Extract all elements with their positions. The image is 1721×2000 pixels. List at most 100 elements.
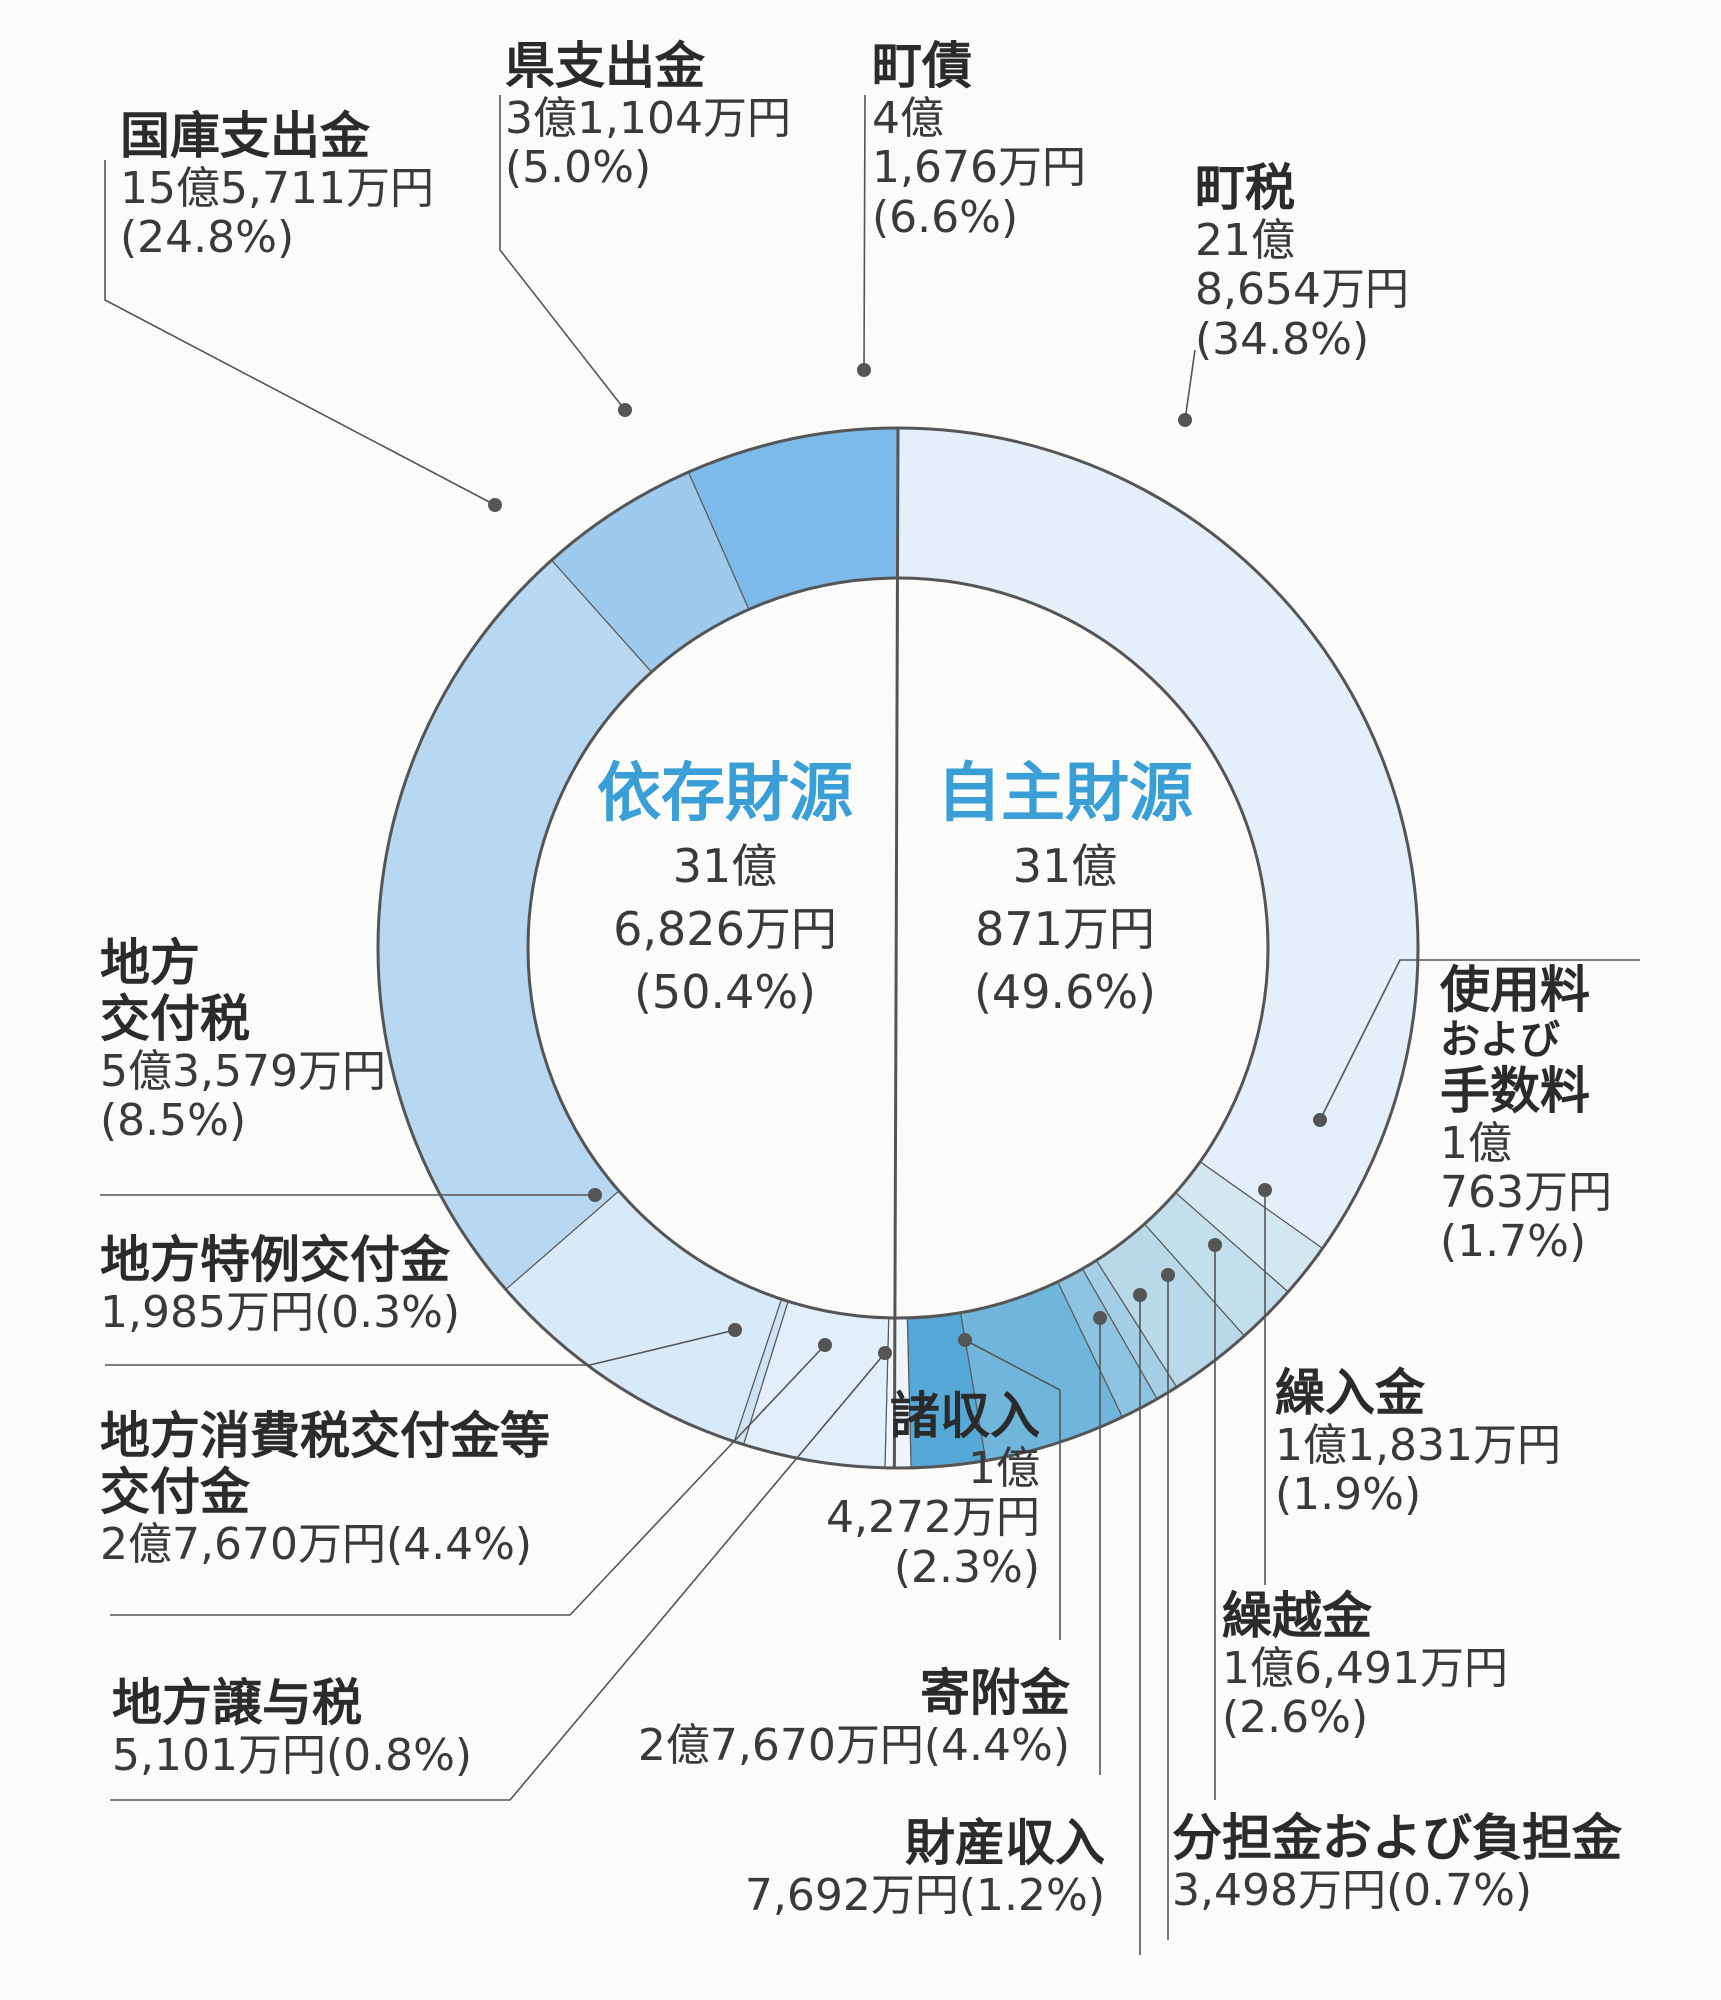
leader-dot-1 [1313, 1113, 1327, 1127]
label-chosai-amt1: 4億 [872, 93, 944, 144]
label-ken: 県支出金 3億1,104万円 (5.0%) [505, 38, 791, 193]
label-kifu-amt: 2億7,670万円(4.4%) [637, 1720, 1070, 1771]
label-ken-amt: 3億1,104万円 [505, 93, 791, 144]
label-kifu: 寄附金 2億7,670万円(4.4%) [590, 1665, 1070, 1770]
label-chosai: 町債 4億 1,676万円 (6.6%) [872, 38, 1086, 242]
leader-line-13 [499, 95, 626, 411]
label-chosai-name: 町債 [872, 37, 972, 95]
label-kurikoshi: 繰越金 1億6,491万円 (2.6%) [1222, 1588, 1508, 1743]
label-kokko: 国庫支出金 15億5,711万円 (24.8%) [120, 108, 434, 263]
label-shoshu-name: 諸収入 [890, 1387, 1040, 1445]
center-dependent-pct: (50.4%) [633, 965, 817, 1019]
label-kokko-name: 国庫支出金 [120, 107, 370, 165]
label-kofuzei-amt: 5億3,579万円 [100, 1046, 386, 1097]
leader-dot-4 [1161, 1268, 1175, 1282]
center-title-own: 自主財源 [937, 757, 1193, 831]
label-choze-pct: (34.8%) [1195, 313, 1370, 365]
leader-line-0 [1184, 349, 1196, 421]
leader-dot-2 [1258, 1183, 1272, 1197]
label-kurire-name: 繰入金 [1275, 1364, 1425, 1422]
leader-dot-0 [1178, 413, 1192, 427]
leader-line-14 [863, 94, 866, 371]
label-kofuzei-pct: (8.5%) [100, 1095, 247, 1147]
label-zaisan-name: 財産収入 [905, 1814, 1105, 1872]
label-ken-name: 県支出金 [505, 37, 705, 95]
label-shiyoryo-name3: 手数料 [1440, 1061, 1590, 1120]
dependent-oku-value: 31 [672, 839, 732, 893]
leader-line-7 [964, 1339, 1061, 1640]
label-shiyoryo-amt1: 1億 [1440, 1117, 1512, 1169]
center-dependent-man: 6,826万円 [613, 902, 837, 956]
dependent-man-value: 6,826 [613, 902, 745, 956]
label-choze-name: 町税 [1195, 159, 1295, 217]
label-shoshu-amt1: 1億 [968, 1443, 1040, 1494]
label-tokurei-amt: 1,985万円(0.3%) [100, 1287, 461, 1338]
center-dependent-oku: 31億 [672, 839, 778, 893]
slice-0 [897, 427, 1419, 1250]
label-tokurei: 地方特例交付金 1,985万円(0.3%) [100, 1232, 460, 1337]
label-buntan-name: 分担金および負担金 [1172, 1809, 1622, 1867]
leader-line-12 [104, 160, 496, 506]
label-choze-amt2: 8,654万円 [1195, 264, 1409, 316]
leader-dot-8 [878, 1346, 892, 1360]
leader-line-9 [110, 1344, 826, 1616]
leader-dot-14 [857, 363, 871, 377]
center-own-man: 871万円 [975, 902, 1155, 956]
label-kofuzei-name2: 交付税 [100, 990, 250, 1048]
label-buntan: 分担金および負担金 3,498万円(0.7%) [1172, 1810, 1622, 1915]
label-shohi-name1: 地方消費税交付金等 [100, 1407, 550, 1465]
leader-line-10 [105, 1329, 736, 1366]
label-shiyoryo-pct: (1.7%) [1440, 1216, 1587, 1268]
label-kurire-pct: (1.9%) [1275, 1469, 1422, 1521]
label-shoshu: 諸収入 1億 4,272万円 (2.3%) [770, 1388, 1040, 1592]
group-divider [892, 427, 900, 1468]
label-kurire: 繰入金 1億1,831万円 (1.9%) [1275, 1365, 1561, 1520]
leader-line-1 [1319, 959, 1640, 1121]
leader-line-8 [110, 1352, 886, 1801]
label-shoshu-pct: (2.3%) [893, 1541, 1040, 1593]
leader-dot-5 [1133, 1288, 1147, 1302]
label-chosai-pct: (6.6%) [872, 191, 1019, 243]
label-kurire-amt: 1億1,831万円 [1275, 1420, 1561, 1471]
label-joyo-amt: 5,101万円(0.8%) [112, 1730, 473, 1781]
label-choze-amt1: 21億 [1195, 215, 1295, 266]
label-joyo-name: 地方譲与税 [112, 1674, 362, 1732]
label-kokko-amt: 15億5,711万円 [120, 163, 434, 214]
label-zaisan-amt: 7,692万円(1.2%) [744, 1870, 1105, 1921]
label-shohi: 地方消費税交付金等 交付金 2億7,670万円(4.4%) [100, 1408, 550, 1569]
label-kofuzei-name1: 地方 [100, 934, 200, 992]
label-shiyoryo-name2: および [1440, 1017, 1560, 1063]
label-shoshu-amt2: 4,272万円 [826, 1492, 1040, 1544]
leader-dot-3 [1208, 1238, 1222, 1252]
label-kofuzei: 地方 交付税 5億3,579万円 (8.5%) [100, 935, 386, 1146]
label-kurikoshi-amt: 1億6,491万円 [1222, 1643, 1508, 1694]
label-shohi-name2: 交付金 [100, 1463, 250, 1521]
leader-dot-9 [818, 1338, 832, 1352]
label-tokurei-name: 地方特例交付金 [100, 1231, 450, 1289]
leader-dot-6 [1093, 1311, 1107, 1325]
label-kifu-name: 寄附金 [920, 1664, 1070, 1722]
label-shohi-amt: 2億7,670万円(4.4%) [100, 1519, 533, 1570]
label-choze: 町税 21億 8,654万円 (34.8%) [1195, 160, 1409, 364]
label-kokko-pct: (24.8%) [120, 212, 295, 264]
leader-dot-10 [728, 1323, 742, 1337]
center-own-pct: (49.6%) [973, 965, 1157, 1019]
label-shiyoryo: 使用料 および 手数料 1億 763万円 (1.7%) [1440, 962, 1612, 1267]
leader-dot-12 [488, 498, 502, 512]
leader-dot-13 [618, 403, 632, 417]
label-shiyoryo-amt2: 763万円 [1440, 1167, 1612, 1219]
label-ken-pct: (5.0%) [505, 142, 652, 194]
label-buntan-amt: 3,498万円(0.7%) [1172, 1865, 1533, 1916]
leader-dot-7 [958, 1333, 972, 1347]
own-man-value: 871 [975, 902, 1063, 956]
center-title-dependent: 依存財源 [597, 757, 853, 831]
label-chosai-amt2: 1,676万円 [872, 142, 1086, 194]
leader-dot-11 [588, 1188, 602, 1202]
label-joyo: 地方譲与税 5,101万円(0.8%) [112, 1675, 472, 1780]
label-kurikoshi-name: 繰越金 [1222, 1587, 1372, 1645]
center-own-oku: 31億 [1012, 839, 1118, 893]
label-shiyoryo-name1: 使用料 [1440, 961, 1590, 1019]
own-oku-value: 31 [1012, 839, 1072, 893]
